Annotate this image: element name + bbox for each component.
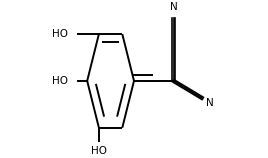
Text: N: N [170, 2, 177, 12]
Text: HO: HO [52, 29, 68, 39]
Text: HO: HO [91, 146, 107, 156]
Text: HO: HO [52, 76, 68, 86]
Text: N: N [206, 98, 213, 108]
